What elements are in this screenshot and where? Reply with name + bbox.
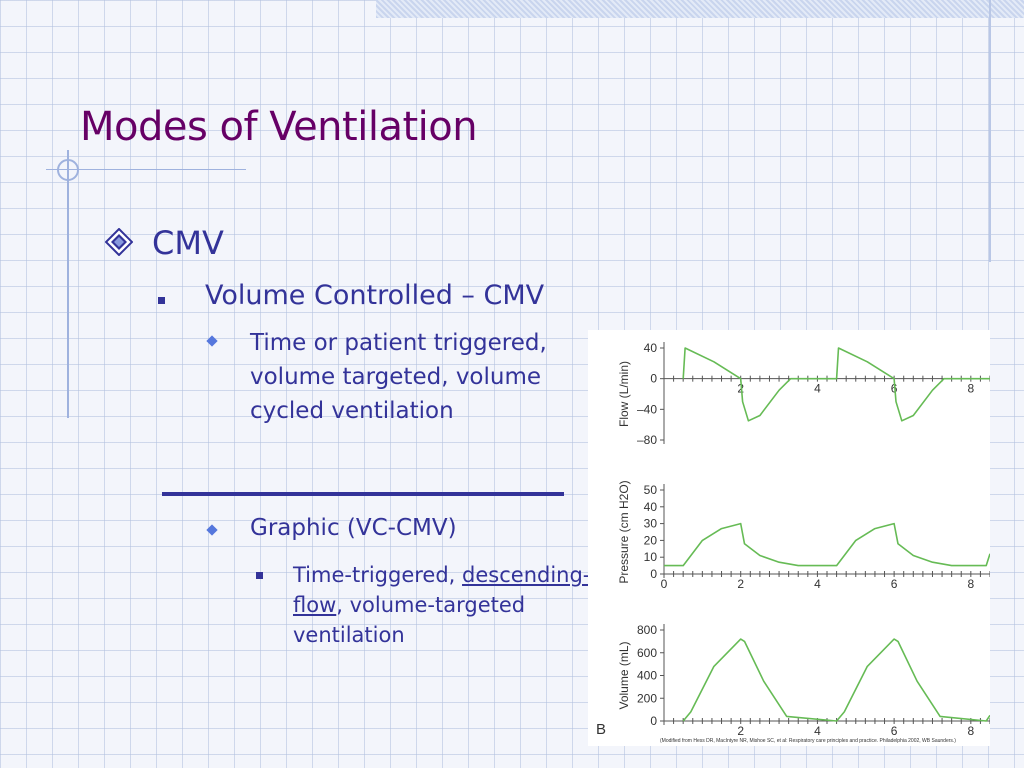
y-tick-label: 50 [644,483,658,497]
y-tick-label: 40 [644,341,658,355]
x-tick-label: 2 [737,577,744,591]
top-decorative-band [376,0,1024,18]
y-tick-label: 600 [637,646,657,660]
title-underline-decoration [46,169,246,170]
waveform-line [664,522,990,567]
x-tick-label: 6 [891,724,898,738]
decorative-circle [57,159,79,181]
decorative-vertical-line-right [989,0,991,262]
x-tick-label: 8 [967,382,974,396]
y-tick-label: 0 [650,372,657,386]
small-diamond-bullet-icon [206,335,218,347]
y-tick-label: 30 [644,517,658,531]
x-tick-label: 6 [891,577,898,591]
y-axis-label: Flow (L/min) [617,361,631,427]
bullet-level1-cmv: CMV [152,224,224,262]
y-tick-label: 0 [650,714,657,728]
small-diamond-bullet-icon [206,524,218,536]
descending-flow-link[interactable]: descending-flow [293,563,591,617]
x-tick-label: 0 [661,577,668,591]
ventilator-waveform-figure: B (Modified from Hess DR, MacIntyre NR, … [588,330,990,746]
figure-caption: (Modified from Hess DR, MacIntyre NR, Mi… [660,738,956,744]
description-text-2: , volume-targeted ventilation [293,593,526,647]
x-tick-label: 8 [967,724,974,738]
x-tick-label: 4 [814,577,821,591]
y-tick-label: 200 [637,691,657,705]
chart-panel-3: 800 600 400 200 0 2 4 6 8 Volume (mL) [617,623,990,738]
square-bullet-icon [158,297,165,304]
waveform-line [682,638,990,722]
y-tick-label: 400 [637,669,657,683]
bullet-level2-volume-controlled: Volume Controlled – CMV [205,280,545,311]
diamond-bullet-icon [105,228,133,256]
bullet-level3-triggering: Time or patient triggered, volume target… [250,330,547,424]
y-tick-label: 40 [644,500,658,514]
y-tick-label: 20 [644,533,658,547]
waveform-line [682,347,990,422]
description-text-1: Time-triggered, [293,563,463,587]
y-tick-label: 10 [644,550,658,564]
y-tick-label: 800 [637,623,657,637]
panel-label: B [596,721,606,738]
y-tick-label: 0 [650,567,657,581]
x-tick-label: 4 [814,382,821,396]
x-tick-label: 8 [967,577,974,591]
bullet-level3-graphic: Graphic (VC-CMV) [250,515,457,541]
decorative-vertical-line-left [67,150,69,418]
waveform-charts: B (Modified from Hess DR, MacIntyre NR, … [596,341,990,744]
slide-title: Modes of Ventilation [80,104,478,150]
y-tick-label: –40 [637,402,657,416]
x-tick-label: 4 [814,724,821,738]
y-axis-label: Volume (mL) [617,641,631,709]
bullet-level4-description: Time-triggered, descending-flow, volume-… [293,560,593,650]
y-axis-label: Pressure (cm H2O) [617,480,631,583]
square-bullet-icon [256,572,263,579]
x-tick-label: 2 [737,724,744,738]
y-tick-label: –80 [637,433,657,447]
separator-line [162,492,564,496]
